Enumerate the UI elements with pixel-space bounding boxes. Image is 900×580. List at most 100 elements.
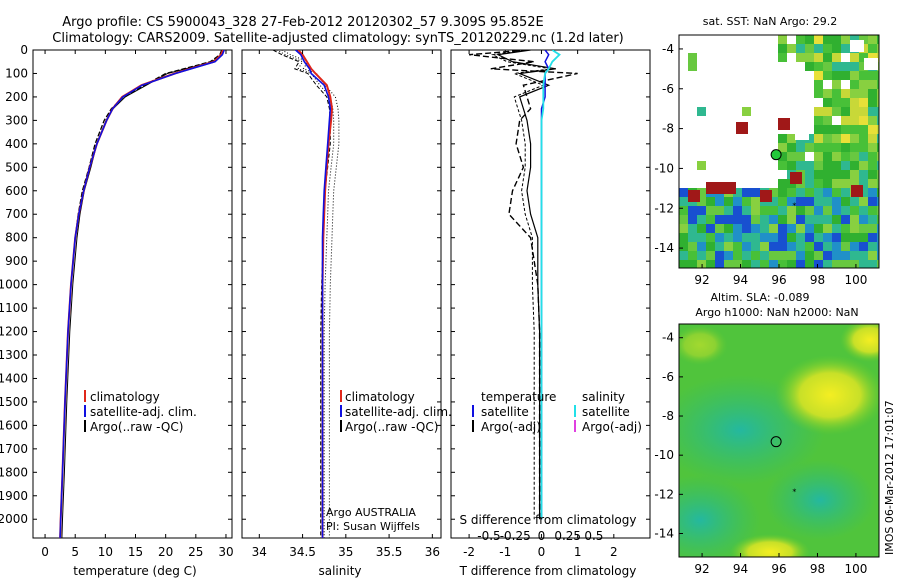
depth-tick-label: 1200	[0, 325, 28, 339]
sst-cell	[841, 215, 850, 224]
sst-cell	[877, 35, 879, 44]
legend-label-satellite: satellite-adj. clim.	[90, 405, 197, 419]
sst-cell	[814, 80, 823, 89]
sla-map-y-tick-label: -4	[662, 331, 674, 345]
argo-salinity-line	[272, 50, 331, 538]
sst-cell	[688, 206, 697, 215]
sst-cell	[742, 224, 751, 233]
sst-cell	[706, 242, 715, 251]
sst-cell	[742, 206, 751, 215]
sst-cell	[742, 242, 751, 251]
sst-cell	[760, 251, 769, 260]
sst-cell	[859, 143, 868, 152]
sst-cell	[814, 215, 823, 224]
sst-cell	[769, 206, 778, 215]
sst-cell	[841, 251, 850, 260]
sst-cell	[814, 152, 823, 161]
sst-cell	[706, 260, 715, 268]
sst-cell	[868, 188, 877, 197]
sst-cell	[814, 143, 823, 152]
sst-cell	[724, 242, 733, 251]
sst-cell	[823, 35, 832, 44]
sst-cell	[769, 233, 778, 242]
sst-map-x-tick-label: 100	[844, 273, 867, 287]
sla-map-title: Altim. SLA: -0.089	[710, 291, 809, 304]
sst-cell	[868, 152, 877, 161]
sst-cell	[850, 89, 859, 98]
map-star-marker: *	[792, 487, 796, 496]
sst-cell	[778, 161, 787, 170]
sst-cell	[868, 107, 877, 116]
legend-swatch-s-satellite	[574, 405, 576, 417]
depth-tick-label: 400	[5, 137, 28, 151]
legend-swatch-satellite	[84, 405, 86, 417]
sst-cell	[823, 224, 832, 233]
sst-cell	[733, 215, 742, 224]
difference-x-tick-label: -2	[463, 545, 475, 559]
sst-cell	[859, 89, 868, 98]
sst-cell	[877, 215, 879, 224]
sst-cell	[715, 224, 724, 233]
sla-map-y-tick-label: -8	[662, 409, 674, 423]
satellite-temperature-line	[59, 50, 225, 538]
sst-cell	[832, 53, 841, 62]
sst-cell	[715, 215, 724, 224]
sst-cell	[796, 197, 805, 206]
sst-cell	[679, 251, 688, 260]
sst-cell	[850, 143, 859, 152]
sst-cell	[778, 179, 787, 188]
sst-cell	[697, 188, 706, 197]
sst-cell	[841, 134, 850, 143]
sst-cell	[751, 188, 760, 197]
sst-cell	[742, 215, 751, 224]
sst-cell	[832, 170, 841, 179]
satellite-salinity-line	[295, 50, 332, 538]
sst-cell	[760, 260, 769, 268]
sst-map-x-tick-label: 92	[694, 273, 709, 287]
difference-s-tick-label: 0.25	[554, 529, 581, 543]
sst-cell	[877, 125, 879, 134]
sst-cell	[814, 62, 823, 71]
sst-cell	[814, 116, 823, 125]
sst-cell	[787, 44, 796, 53]
sst-cell	[742, 260, 751, 268]
sst-cell	[859, 62, 868, 71]
sst-cell	[814, 53, 823, 62]
sst-cell	[715, 242, 724, 251]
sla-field	[679, 324, 879, 557]
sst-cell	[778, 35, 787, 44]
sst-cell	[877, 224, 879, 233]
sla-cool-patch	[679, 475, 760, 557]
sst-cell	[724, 206, 733, 215]
sst-cell-missing	[795, 128, 809, 140]
sst-cell	[778, 134, 787, 143]
sla-warm-patch	[775, 355, 879, 435]
legend-label-s-satellite: satellite	[582, 405, 630, 419]
sst-cell	[751, 206, 760, 215]
sst-cell	[877, 143, 879, 152]
legend-label-t-argo: Argo(-adj)	[481, 420, 541, 434]
sst-cell	[832, 134, 841, 143]
sst-cell	[814, 197, 823, 206]
sst-cell	[688, 251, 697, 260]
depth-tick-label: 800	[5, 231, 28, 245]
salinity-annotation-institution: Argo AUSTRALIA	[326, 506, 416, 519]
sst-cell	[868, 35, 877, 44]
sst-cell	[859, 197, 868, 206]
sst-cell	[814, 251, 823, 260]
difference-axes-box	[450, 49, 651, 539]
imos-timestamp: IMOS 06-Mar-2012 17:01:07	[883, 400, 896, 555]
sst-cell	[778, 188, 787, 197]
sst-cell	[778, 215, 787, 224]
difference-xlabel: T difference from climatology	[459, 564, 637, 578]
sst-cell	[751, 233, 760, 242]
sst-cell	[877, 233, 879, 242]
sst-cell	[832, 35, 841, 44]
sst-cell	[877, 80, 879, 89]
sla-warm-patch	[730, 534, 810, 557]
sst-cell	[742, 251, 751, 260]
sst-cell	[769, 197, 778, 206]
legend-label-t-satellite: satellite	[481, 405, 529, 419]
legend-label-s-argo: Argo(-adj)	[582, 420, 642, 434]
sla-map-x-tick-label: 98	[810, 562, 825, 576]
